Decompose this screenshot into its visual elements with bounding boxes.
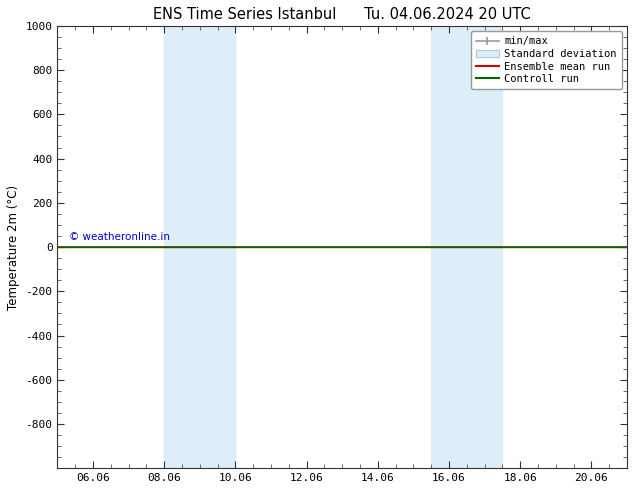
- Y-axis label: Temperature 2m (°C): Temperature 2m (°C): [7, 184, 20, 310]
- Text: © weatheronline.in: © weatheronline.in: [68, 232, 170, 243]
- Bar: [164, 26, 235, 468]
- Bar: [431, 26, 502, 468]
- Legend: min/max, Standard deviation, Ensemble mean run, Controll run: min/max, Standard deviation, Ensemble me…: [471, 31, 622, 89]
- Title: ENS Time Series Istanbul      Tu. 04.06.2024 20 UTC: ENS Time Series Istanbul Tu. 04.06.2024 …: [153, 7, 531, 22]
